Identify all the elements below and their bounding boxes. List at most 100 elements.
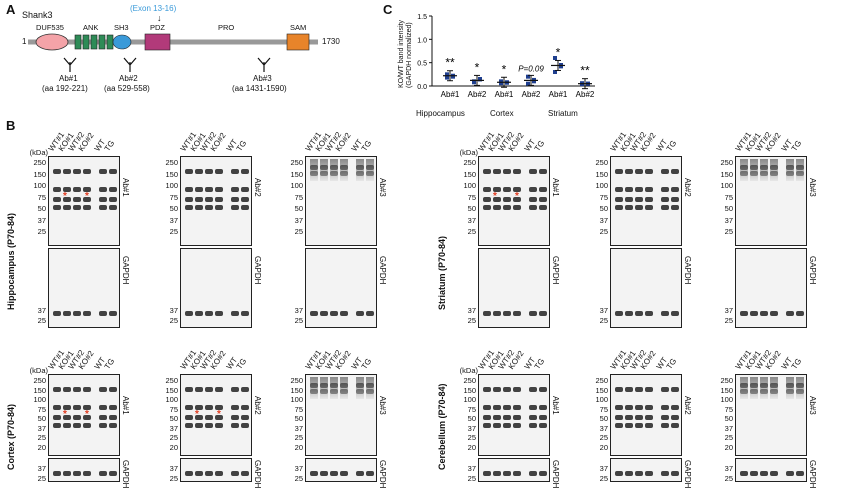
blot-membrane bbox=[610, 248, 682, 328]
blot-band bbox=[529, 471, 537, 476]
kda-marker: 25 bbox=[467, 227, 476, 236]
blot-band bbox=[503, 311, 511, 316]
kda-marker: 37 bbox=[37, 464, 46, 473]
blot-band bbox=[215, 471, 223, 476]
blot-smear bbox=[760, 159, 768, 181]
kda-marker: 250 bbox=[595, 158, 608, 167]
blot-membrane: * * bbox=[48, 156, 120, 246]
kda-marker: 150 bbox=[720, 169, 733, 179]
blot-band bbox=[73, 471, 81, 476]
blot-membrane bbox=[180, 156, 252, 246]
blot-band bbox=[483, 405, 491, 410]
blot-band bbox=[503, 205, 511, 210]
kda-marker: 150 bbox=[290, 385, 303, 395]
blot-band bbox=[215, 311, 223, 316]
blot-band bbox=[661, 205, 669, 210]
kda-marker: 25 bbox=[294, 316, 303, 325]
blot-band bbox=[53, 387, 61, 392]
domain-pro: PRO bbox=[218, 23, 235, 32]
blot-band bbox=[483, 415, 491, 420]
antibody-side-label: GAPDH bbox=[253, 460, 262, 488]
blot-band bbox=[661, 197, 669, 202]
blot-band bbox=[750, 311, 758, 316]
blot-band bbox=[231, 471, 239, 476]
blot-band bbox=[483, 205, 491, 210]
blot-smear bbox=[770, 159, 778, 181]
knockout-band-marker: * bbox=[85, 191, 89, 202]
y-tick-label: 1.5 bbox=[417, 14, 427, 21]
blot-band bbox=[661, 387, 669, 392]
blot-band bbox=[635, 187, 643, 192]
blot-membrane bbox=[48, 458, 120, 482]
kda-marker: 250 bbox=[720, 158, 733, 167]
blot-band bbox=[241, 415, 249, 420]
blot-band bbox=[99, 471, 107, 476]
blot-band bbox=[231, 311, 239, 316]
region-cortex: Cortex (P70-84) bbox=[6, 403, 16, 470]
kda-marker: 37 bbox=[294, 306, 303, 315]
domain-ank: ANK bbox=[83, 23, 99, 32]
kda-marker: 250 bbox=[290, 376, 303, 385]
kda-marker: 250 bbox=[463, 376, 476, 385]
blot-band bbox=[185, 387, 193, 392]
blot-band bbox=[356, 471, 364, 476]
kda-marker: 50 bbox=[294, 414, 303, 423]
antibody-side-label: Ab#1 bbox=[551, 178, 560, 197]
significance-label: ** bbox=[445, 56, 455, 70]
kda-marker: 25 bbox=[724, 433, 733, 442]
blot-band bbox=[503, 423, 511, 428]
kda-marker: 25 bbox=[599, 227, 608, 236]
blot-band bbox=[539, 405, 547, 410]
kda-marker: 25 bbox=[294, 433, 303, 442]
blot-band bbox=[310, 471, 318, 476]
blot-band bbox=[83, 169, 91, 174]
y-tick-label: 1.0 bbox=[417, 37, 427, 44]
blot-band bbox=[195, 471, 203, 476]
exon-note: (Exon 13-16) bbox=[130, 4, 177, 13]
blot-membrane bbox=[48, 248, 120, 328]
kda-marker: 25 bbox=[294, 474, 303, 483]
blot-smear bbox=[330, 159, 338, 181]
knockout-band-marker: * bbox=[515, 191, 519, 202]
kda-marker: 37 bbox=[37, 215, 46, 225]
blot-band bbox=[539, 205, 547, 210]
blot-band bbox=[635, 415, 643, 420]
significance-label: * bbox=[475, 60, 480, 74]
blot-smear bbox=[340, 159, 348, 181]
blot-smear bbox=[796, 377, 804, 399]
blot-membrane bbox=[735, 458, 807, 482]
blot-band bbox=[73, 387, 81, 392]
blot-band bbox=[83, 405, 91, 410]
blot-band bbox=[73, 423, 81, 428]
blot-band bbox=[205, 405, 213, 410]
kda-marker: 25 bbox=[599, 474, 608, 483]
region-hippocampus: Hippocampus (P70-84) bbox=[6, 212, 16, 310]
blot-band bbox=[529, 187, 537, 192]
blot-band bbox=[625, 405, 633, 410]
blot-band bbox=[53, 311, 61, 316]
blot-band bbox=[529, 197, 537, 202]
kda-marker: 100 bbox=[165, 181, 178, 190]
kda-marker: 150 bbox=[33, 385, 46, 395]
blot-band bbox=[241, 405, 249, 410]
blot-band bbox=[53, 471, 61, 476]
blot-band bbox=[635, 423, 643, 428]
data-point bbox=[559, 64, 563, 69]
blot-band bbox=[53, 197, 61, 202]
blot-band bbox=[231, 205, 239, 210]
blot-membrane bbox=[735, 156, 807, 246]
antibody-side-label: GAPDH bbox=[808, 460, 817, 488]
blot-smear bbox=[340, 377, 348, 399]
blot-smear bbox=[786, 159, 794, 181]
kda-marker: 20 bbox=[724, 442, 733, 452]
blot-band bbox=[215, 187, 223, 192]
shank3-domain-diagram bbox=[28, 33, 318, 72]
blot-band bbox=[356, 311, 364, 316]
antibody-side-label: GAPDH bbox=[121, 256, 130, 285]
data-point bbox=[526, 74, 530, 79]
kda-marker: 50 bbox=[169, 204, 178, 213]
blot-band bbox=[185, 311, 193, 316]
kda-marker: 150 bbox=[290, 169, 303, 179]
blot-smear bbox=[740, 377, 748, 399]
blot-band bbox=[231, 415, 239, 420]
